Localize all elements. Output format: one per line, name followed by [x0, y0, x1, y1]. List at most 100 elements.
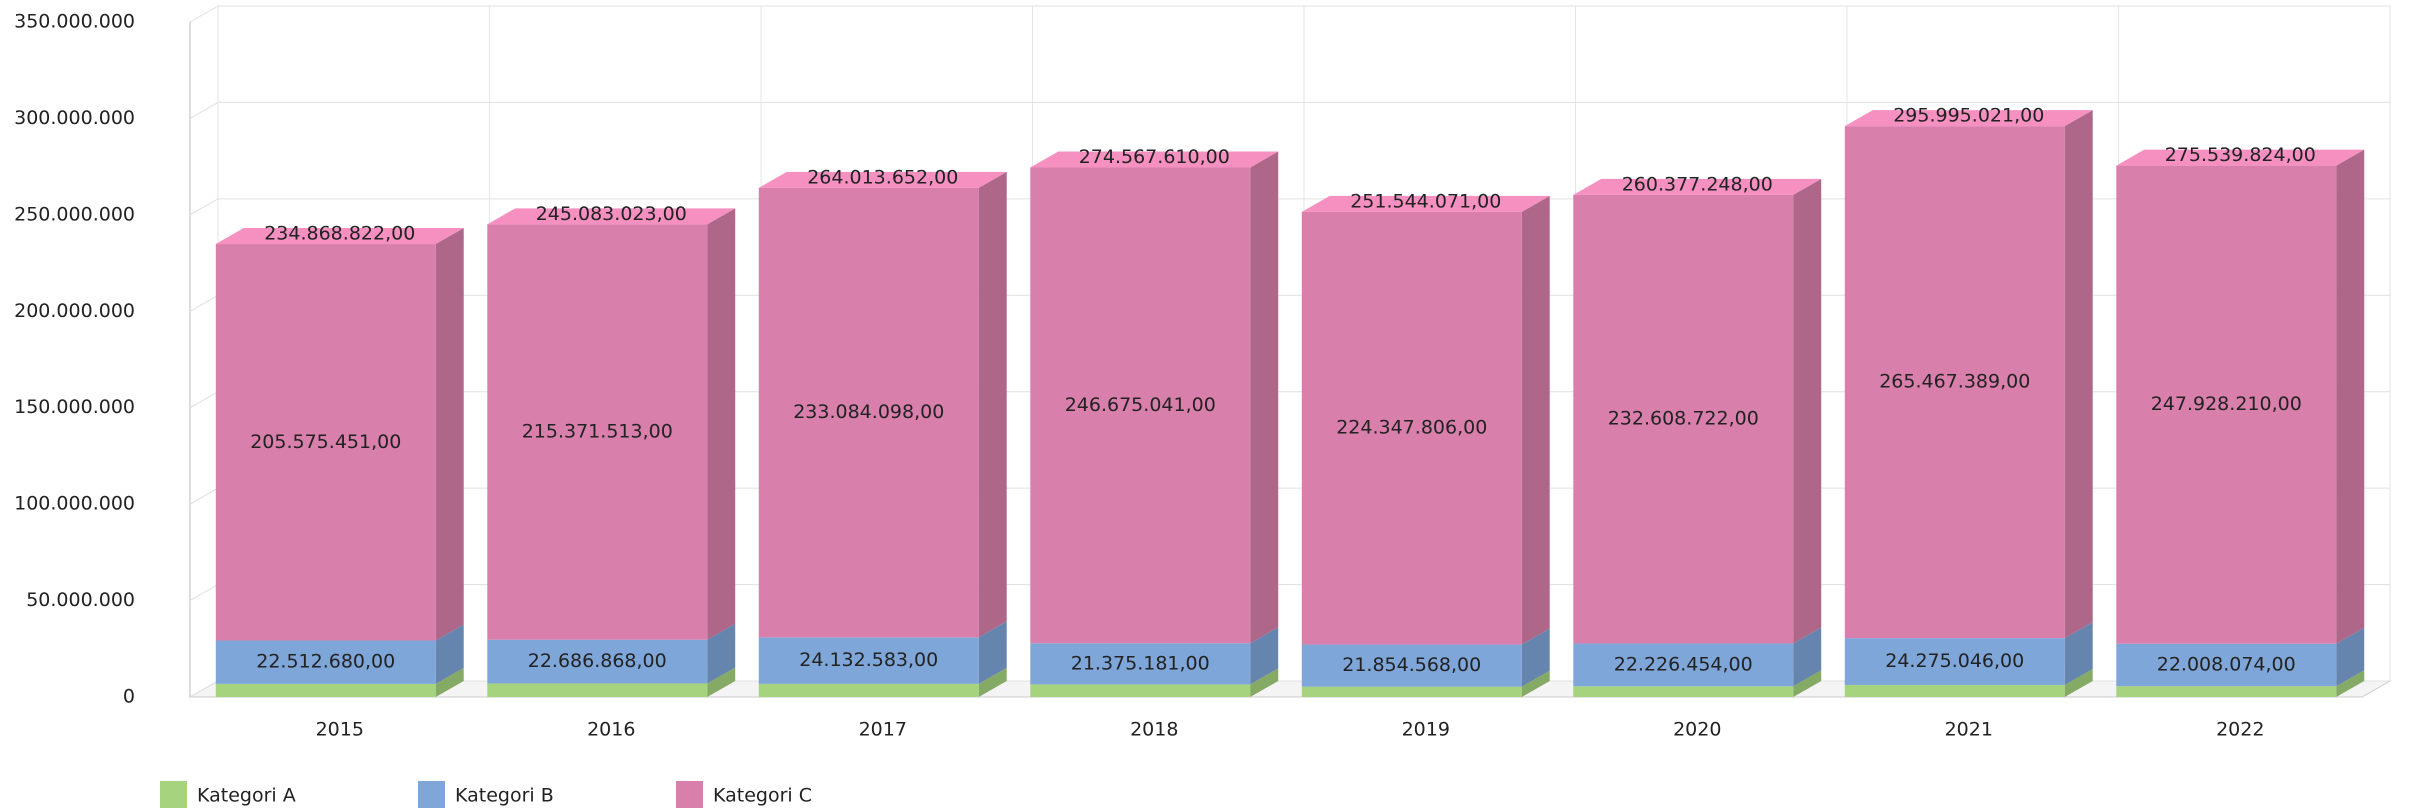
value-label: 205.575.451,00 — [250, 431, 401, 453]
bar — [2116, 686, 2337, 697]
value-label: 24.132.583,00 — [799, 649, 938, 671]
bar — [1844, 126, 2065, 639]
y-tick-label: 300.000.000 — [14, 107, 135, 129]
bar — [1301, 644, 1522, 687]
value-label: 246.675.041,00 — [1065, 394, 1216, 416]
bar-side — [1250, 668, 1279, 697]
grid-line-side — [189, 198, 219, 216]
legend-swatch — [418, 781, 445, 808]
y-tick-label: 150.000.000 — [14, 396, 135, 418]
bar-side — [435, 667, 464, 697]
bar — [758, 637, 979, 684]
bar-top — [1301, 195, 1550, 212]
bar — [487, 224, 708, 640]
legend-swatch — [160, 781, 187, 808]
bar-side — [1793, 670, 1822, 697]
total-label: 295.995.021,00 — [1893, 105, 2044, 127]
bar — [1301, 686, 1522, 697]
value-label: 22.226.454,00 — [1614, 653, 1753, 675]
bar — [487, 639, 708, 684]
bar — [758, 187, 979, 638]
x-tick-label: 2022 — [2216, 719, 2264, 741]
bar-side — [978, 621, 1007, 684]
bar-side — [2064, 110, 2093, 639]
bar-top — [215, 228, 464, 245]
value-label: 215.371.513,00 — [522, 421, 673, 443]
value-label: 24.275.046,00 — [1885, 650, 2024, 672]
x-tick-label: 2017 — [859, 719, 907, 741]
grid-line-side — [189, 391, 219, 409]
bar-top — [1844, 110, 2093, 127]
bar-top — [2116, 149, 2365, 166]
total-label: 245.083.023,00 — [536, 203, 687, 225]
bar-side — [978, 171, 1007, 638]
bar — [1573, 686, 1794, 697]
value-label: 224.347.806,00 — [1336, 417, 1487, 439]
value-label: 21.375.181,00 — [1071, 652, 1210, 674]
x-tick-label: 2016 — [587, 719, 635, 741]
bar-side — [1250, 627, 1279, 685]
bar-top — [1030, 151, 1279, 168]
grid-line-side — [189, 584, 219, 602]
value-label: 22.008.074,00 — [2157, 653, 2296, 675]
value-label: 22.686.868,00 — [528, 650, 667, 672]
bar — [1030, 684, 1251, 697]
bar — [215, 244, 436, 641]
x-tick-label: 2019 — [1402, 719, 1450, 741]
value-label: 233.084.098,00 — [793, 401, 944, 423]
bar — [758, 683, 979, 697]
x-tick-label: 2018 — [1130, 719, 1178, 741]
y-tick-label: 100.000.000 — [14, 493, 135, 515]
value-label: 265.467.389,00 — [1879, 371, 2030, 393]
bar-top — [1573, 178, 1822, 195]
bar-side — [2064, 622, 2093, 685]
total-label: 264.013.652,00 — [807, 166, 958, 188]
bar-top — [487, 208, 736, 225]
value-label: 21.854.568,00 — [1342, 654, 1481, 676]
bar — [1301, 211, 1522, 645]
bar — [1030, 167, 1251, 644]
grid-line-side — [189, 680, 219, 698]
bar — [1844, 638, 2065, 685]
grid-line-side — [189, 294, 219, 312]
bar — [1573, 194, 1794, 644]
legend-label: Kategori A — [197, 785, 296, 807]
total-label: 234.868.822,00 — [264, 223, 415, 245]
bar-side — [1250, 151, 1279, 644]
bar-side — [435, 228, 464, 641]
x-tick-label: 2021 — [1945, 719, 1993, 741]
total-label: 251.544.071,00 — [1350, 190, 1501, 212]
bar-side — [435, 624, 464, 684]
y-tick-label: 50.000.000 — [26, 589, 135, 611]
bar-side — [2064, 668, 2093, 697]
bar-side — [707, 667, 736, 697]
legend-label: Kategori C — [713, 785, 812, 807]
value-label: 22.512.680,00 — [256, 651, 395, 673]
bar — [1844, 684, 2065, 697]
bar — [1573, 643, 1794, 687]
bar-side — [707, 208, 736, 640]
x-tick-label: 2020 — [1673, 719, 1721, 741]
bar-side — [2336, 149, 2365, 644]
total-label: 275.539.824,00 — [2165, 144, 2316, 166]
y-tick-label: 350.000.000 — [14, 11, 135, 33]
bar-side — [1521, 195, 1550, 645]
bar — [1030, 643, 1251, 685]
bar-side — [1793, 627, 1822, 687]
bar-side — [707, 623, 736, 684]
value-label: 247.928.210,00 — [2151, 393, 2302, 415]
grid-line-side — [189, 101, 219, 119]
bar — [215, 683, 436, 697]
grid-line-side — [189, 5, 219, 23]
bar-side — [1521, 628, 1550, 687]
bar-side — [1521, 670, 1550, 697]
bar-side — [978, 667, 1007, 697]
bar — [2116, 165, 2337, 644]
value-label: 232.608.722,00 — [1608, 408, 1759, 430]
bar-top — [758, 171, 1007, 188]
y-tick-label: 250.000.000 — [14, 203, 135, 225]
bar — [487, 683, 708, 697]
total-label: 274.567.610,00 — [1079, 146, 1230, 168]
